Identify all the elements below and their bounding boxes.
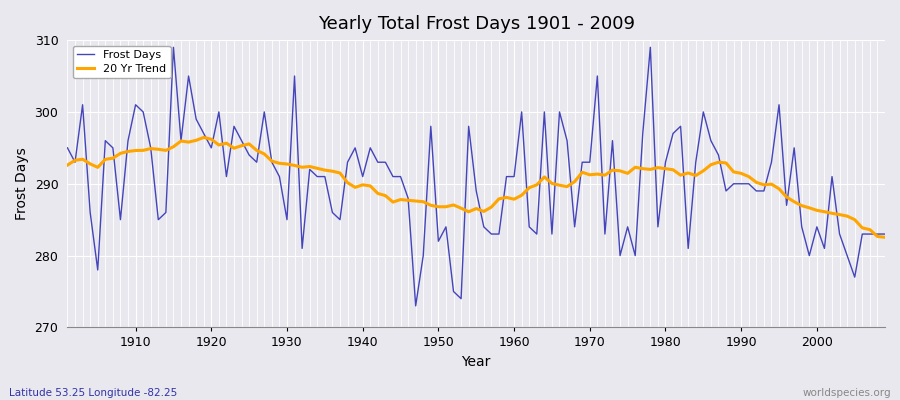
20 Yr Trend	[122, 149, 133, 154]
20 Yr Trend	[62, 163, 73, 168]
20 Yr Trend	[879, 235, 890, 240]
20 Yr Trend	[517, 193, 527, 198]
Frost Days	[342, 160, 353, 165]
Frost Days	[879, 232, 890, 236]
Line: Frost Days: Frost Days	[68, 47, 885, 306]
Frost Days	[615, 253, 626, 258]
Frost Days	[524, 224, 535, 229]
Title: Yearly Total Frost Days 1901 - 2009: Yearly Total Frost Days 1901 - 2009	[318, 15, 634, 33]
X-axis label: Year: Year	[462, 355, 490, 369]
Y-axis label: Frost Days: Frost Days	[15, 147, 29, 220]
Frost Days	[122, 138, 133, 143]
Frost Days	[517, 110, 527, 114]
Legend: Frost Days, 20 Yr Trend: Frost Days, 20 Yr Trend	[73, 46, 171, 78]
Frost Days	[62, 146, 73, 150]
20 Yr Trend	[508, 197, 519, 202]
Frost Days	[297, 246, 308, 251]
20 Yr Trend	[342, 180, 353, 185]
Text: Latitude 53.25 Longitude -82.25: Latitude 53.25 Longitude -82.25	[9, 388, 177, 398]
20 Yr Trend	[297, 165, 308, 170]
20 Yr Trend	[608, 168, 618, 172]
Line: 20 Yr Trend: 20 Yr Trend	[68, 138, 885, 237]
20 Yr Trend	[198, 135, 209, 140]
Frost Days	[410, 304, 421, 308]
Frost Days	[168, 45, 179, 50]
Text: worldspecies.org: worldspecies.org	[803, 388, 891, 398]
